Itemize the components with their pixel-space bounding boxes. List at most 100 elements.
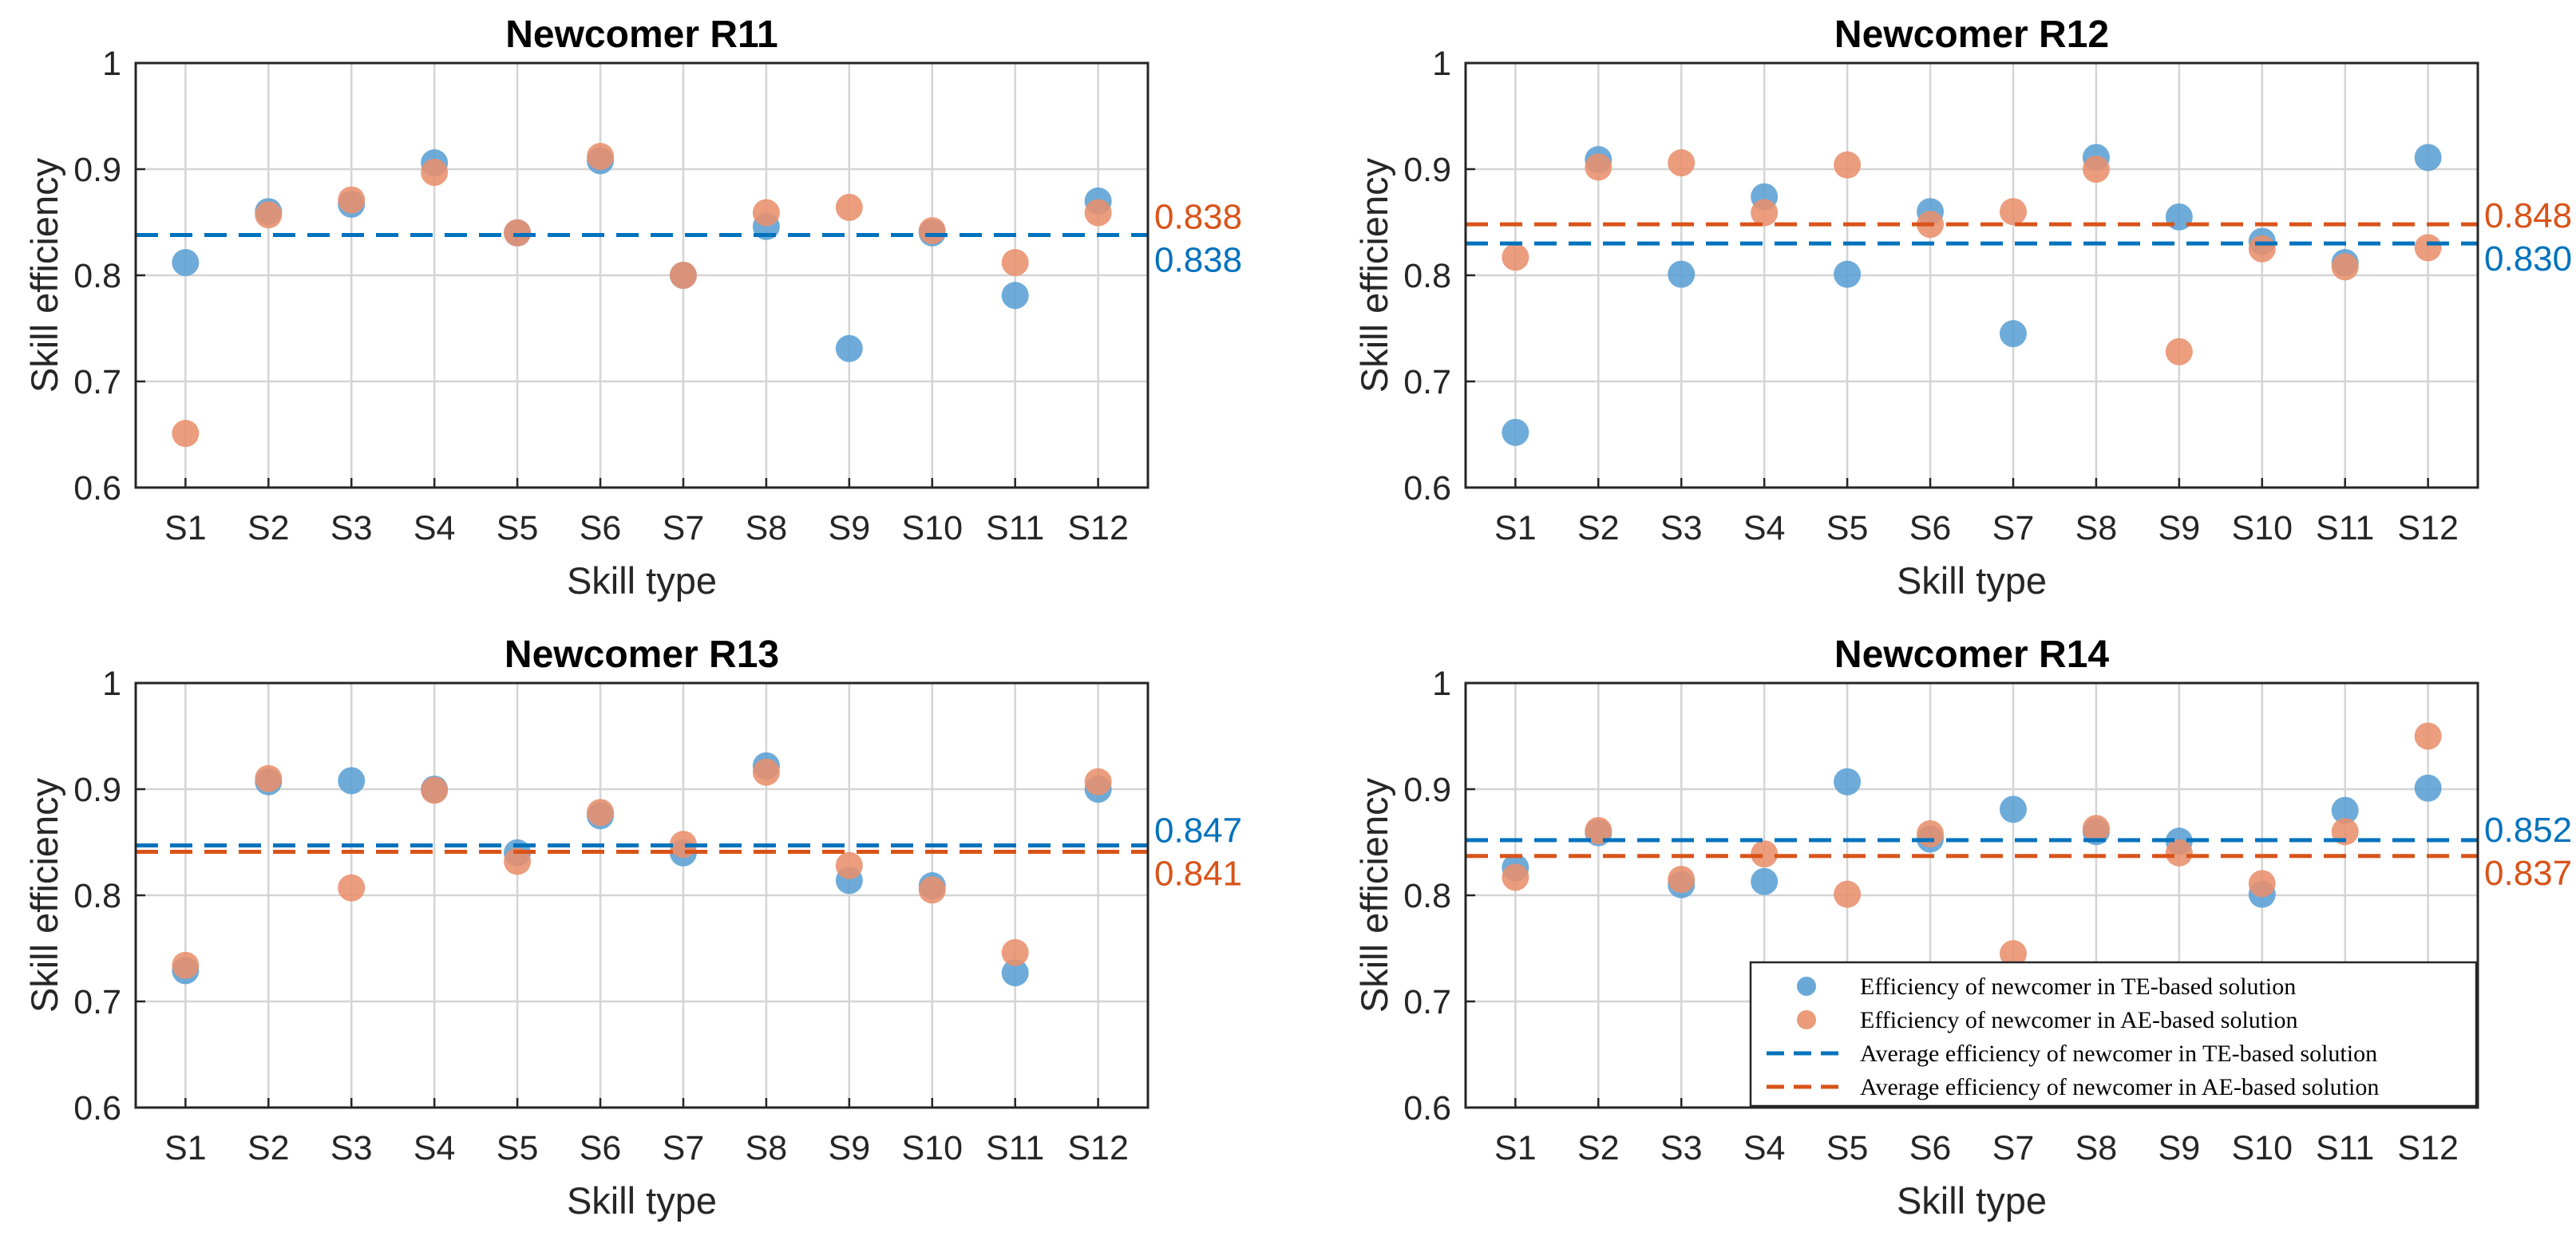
point-ae	[752, 199, 780, 227]
average-label-te: 0.830	[2484, 239, 2572, 278]
x-tick-label: S7	[663, 1129, 705, 1167]
point-ae	[587, 143, 615, 171]
point-ae	[1668, 866, 1696, 894]
point-te	[2331, 796, 2359, 824]
point-ae	[1585, 816, 1612, 844]
x-axis-label: Skill type	[567, 559, 717, 602]
point-ae	[1585, 153, 1612, 181]
legend-label: Average efficiency of newcomer in TE-bas…	[1860, 1041, 2377, 1067]
x-tick-label: S1	[164, 509, 207, 547]
chart-title: Newcomer R14	[1834, 634, 2109, 676]
legend: Efficiency of newcomer in TE-based solut…	[1749, 961, 2478, 1108]
point-ae	[2165, 839, 2193, 867]
average-label-te: 0.847	[1154, 811, 1242, 850]
x-tick-label: S4	[1743, 509, 1786, 547]
y-tick-label: 0.7	[1403, 983, 1451, 1021]
chart-title: Newcomer R11	[505, 14, 778, 56]
point-ae	[1834, 880, 1862, 908]
y-tick-label: 1	[102, 45, 121, 83]
chart-title: Newcomer R13	[505, 634, 779, 676]
point-ae	[918, 876, 946, 904]
y-tick-label: 0.9	[73, 151, 121, 189]
x-tick-label: S9	[2159, 509, 2201, 547]
legend-box	[1749, 961, 2478, 1108]
x-tick-label: S1	[1494, 1129, 1537, 1167]
x-tick-label: S5	[497, 509, 539, 547]
y-tick-label: 0.8	[1403, 257, 1451, 295]
x-tick-label: S4	[414, 509, 456, 547]
x-tick-label: S1	[164, 1129, 207, 1167]
y-axis-label: Skill efficiency	[1353, 157, 1395, 393]
point-ae	[2082, 156, 2110, 183]
x-tick-label: S6	[580, 509, 622, 547]
x-tick-label: S3	[330, 1129, 373, 1167]
point-te	[835, 334, 863, 362]
y-axis-label: Skill efficiency	[23, 777, 65, 1013]
y-axis-label: Skill efficiency	[23, 157, 65, 393]
point-te	[1001, 282, 1029, 310]
point-ae	[669, 262, 697, 289]
x-tick-label: S6	[1909, 509, 1952, 547]
point-ae	[1917, 819, 1945, 847]
point-ae	[172, 951, 200, 979]
x-tick-label: S3	[1660, 509, 1703, 547]
x-tick-label: S2	[247, 509, 290, 547]
x-axis-label: Skill type	[567, 1179, 717, 1222]
y-tick-label: 0.9	[1403, 771, 1451, 809]
point-ae	[1084, 768, 1112, 796]
x-tick-label: S8	[2075, 509, 2118, 547]
point-ae	[2414, 722, 2442, 750]
chart-panel-4: Newcomer R14 0.6 0.7 0.8 0.9 1 S1 S2 S3 S4 S5 S6 S7 S…	[1353, 634, 2572, 1222]
average-label-ae: 0.841	[1154, 854, 1242, 893]
point-te	[1001, 959, 1029, 987]
point-te	[1999, 796, 2027, 823]
point-ae	[2248, 235, 2276, 263]
point-ae	[587, 799, 615, 827]
plot-frame	[134, 681, 1150, 1109]
x-tick-label: S5	[497, 1129, 539, 1167]
point-ae	[835, 193, 863, 221]
point-te	[2414, 774, 2442, 802]
point-ae	[1668, 149, 1696, 177]
point-ae	[421, 776, 449, 804]
y-tick-label: 0.6	[73, 1089, 121, 1127]
y-axis-label: Skill efficiency	[1353, 777, 1395, 1013]
x-tick-label: S10	[902, 1129, 964, 1167]
point-ae	[1502, 243, 1529, 271]
grid	[1466, 61, 2478, 489]
point-ae	[504, 219, 532, 247]
series-ae	[172, 758, 1112, 979]
legend-label: Efficiency of newcomer in AE-based solut…	[1860, 1007, 2297, 1033]
point-te	[1502, 418, 1529, 446]
point-ae	[421, 158, 449, 186]
plot-frame	[1464, 61, 2479, 489]
y-tick-label: 1	[1432, 45, 1451, 83]
x-tick-label: S8	[2075, 1129, 2118, 1167]
point-ae	[2248, 870, 2276, 898]
y-tick-label: 0.7	[73, 983, 121, 1021]
series-ae	[1502, 722, 2442, 968]
x-tick-label: S8	[746, 509, 788, 547]
point-ae	[835, 851, 863, 879]
point-te	[1834, 768, 1862, 796]
x-tick-label: S3	[1660, 1129, 1703, 1167]
x-tick-label: S2	[247, 1129, 290, 1167]
point-ae	[2414, 234, 2442, 262]
average-label-ae: 0.838	[1154, 197, 1242, 236]
series-ae	[1502, 149, 2442, 365]
x-tick-label: S12	[1067, 1129, 1129, 1167]
legend-label: Efficiency of newcomer in TE-based solut…	[1860, 973, 2296, 1000]
legend-marker-te	[1797, 977, 1816, 996]
x-tick-label: S7	[1992, 1129, 2035, 1167]
point-te	[172, 249, 200, 277]
point-ae	[918, 217, 946, 245]
point-ae	[1999, 940, 2027, 968]
point-te	[338, 767, 366, 795]
x-tick-label: S12	[2397, 509, 2459, 547]
x-tick-label: S1	[1494, 509, 1537, 547]
point-ae	[2082, 815, 2110, 843]
y-tick-label: 0.8	[73, 877, 121, 915]
x-tick-label: S7	[663, 509, 705, 547]
point-ae	[255, 201, 283, 229]
